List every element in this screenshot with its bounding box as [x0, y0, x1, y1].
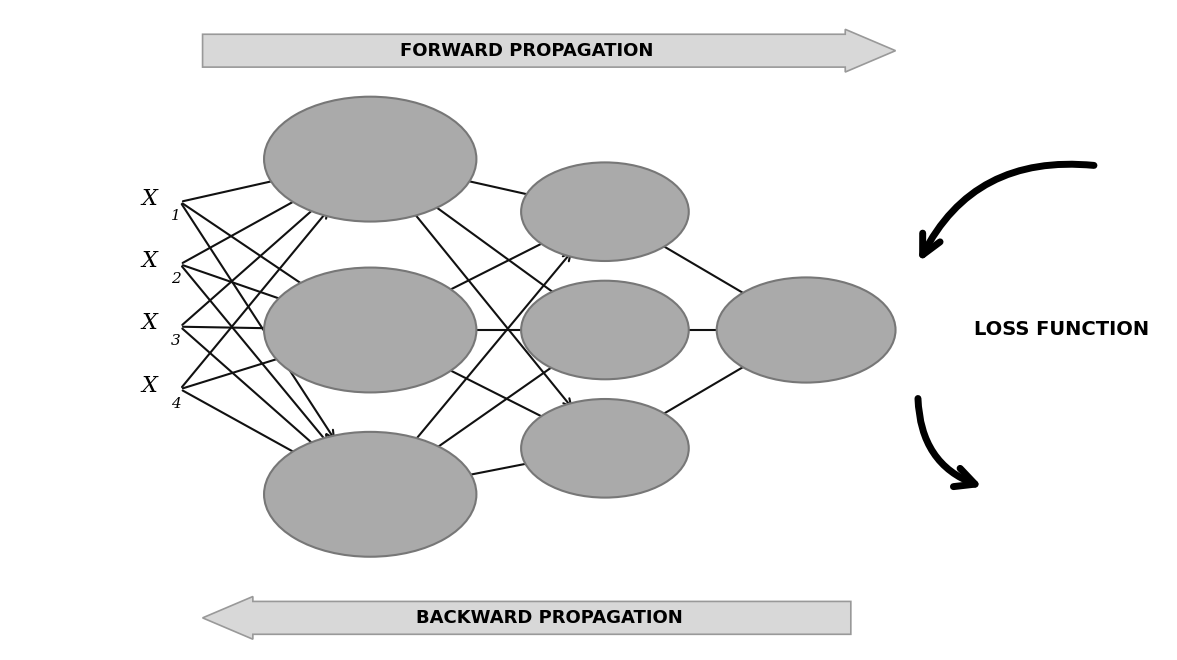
- Circle shape: [521, 162, 689, 261]
- Circle shape: [521, 280, 689, 380]
- Text: LOSS FUNCTION: LOSS FUNCTION: [973, 321, 1149, 339]
- Text: 4: 4: [172, 397, 181, 411]
- Text: X: X: [141, 187, 157, 210]
- Circle shape: [717, 277, 896, 383]
- FancyArrow shape: [202, 29, 896, 72]
- Text: X: X: [141, 250, 157, 272]
- FancyArrow shape: [202, 597, 851, 640]
- Text: 2: 2: [172, 272, 181, 286]
- Text: FORWARD PROPAGATION: FORWARD PROPAGATION: [400, 42, 653, 59]
- Circle shape: [264, 96, 477, 222]
- Text: X: X: [141, 375, 157, 397]
- Text: BACKWARD PROPAGATION: BACKWARD PROPAGATION: [415, 609, 683, 627]
- Text: 3: 3: [172, 334, 181, 348]
- Circle shape: [521, 399, 689, 498]
- Circle shape: [264, 267, 477, 393]
- Circle shape: [264, 432, 477, 557]
- Text: X: X: [141, 312, 157, 335]
- Text: 1: 1: [172, 209, 181, 223]
